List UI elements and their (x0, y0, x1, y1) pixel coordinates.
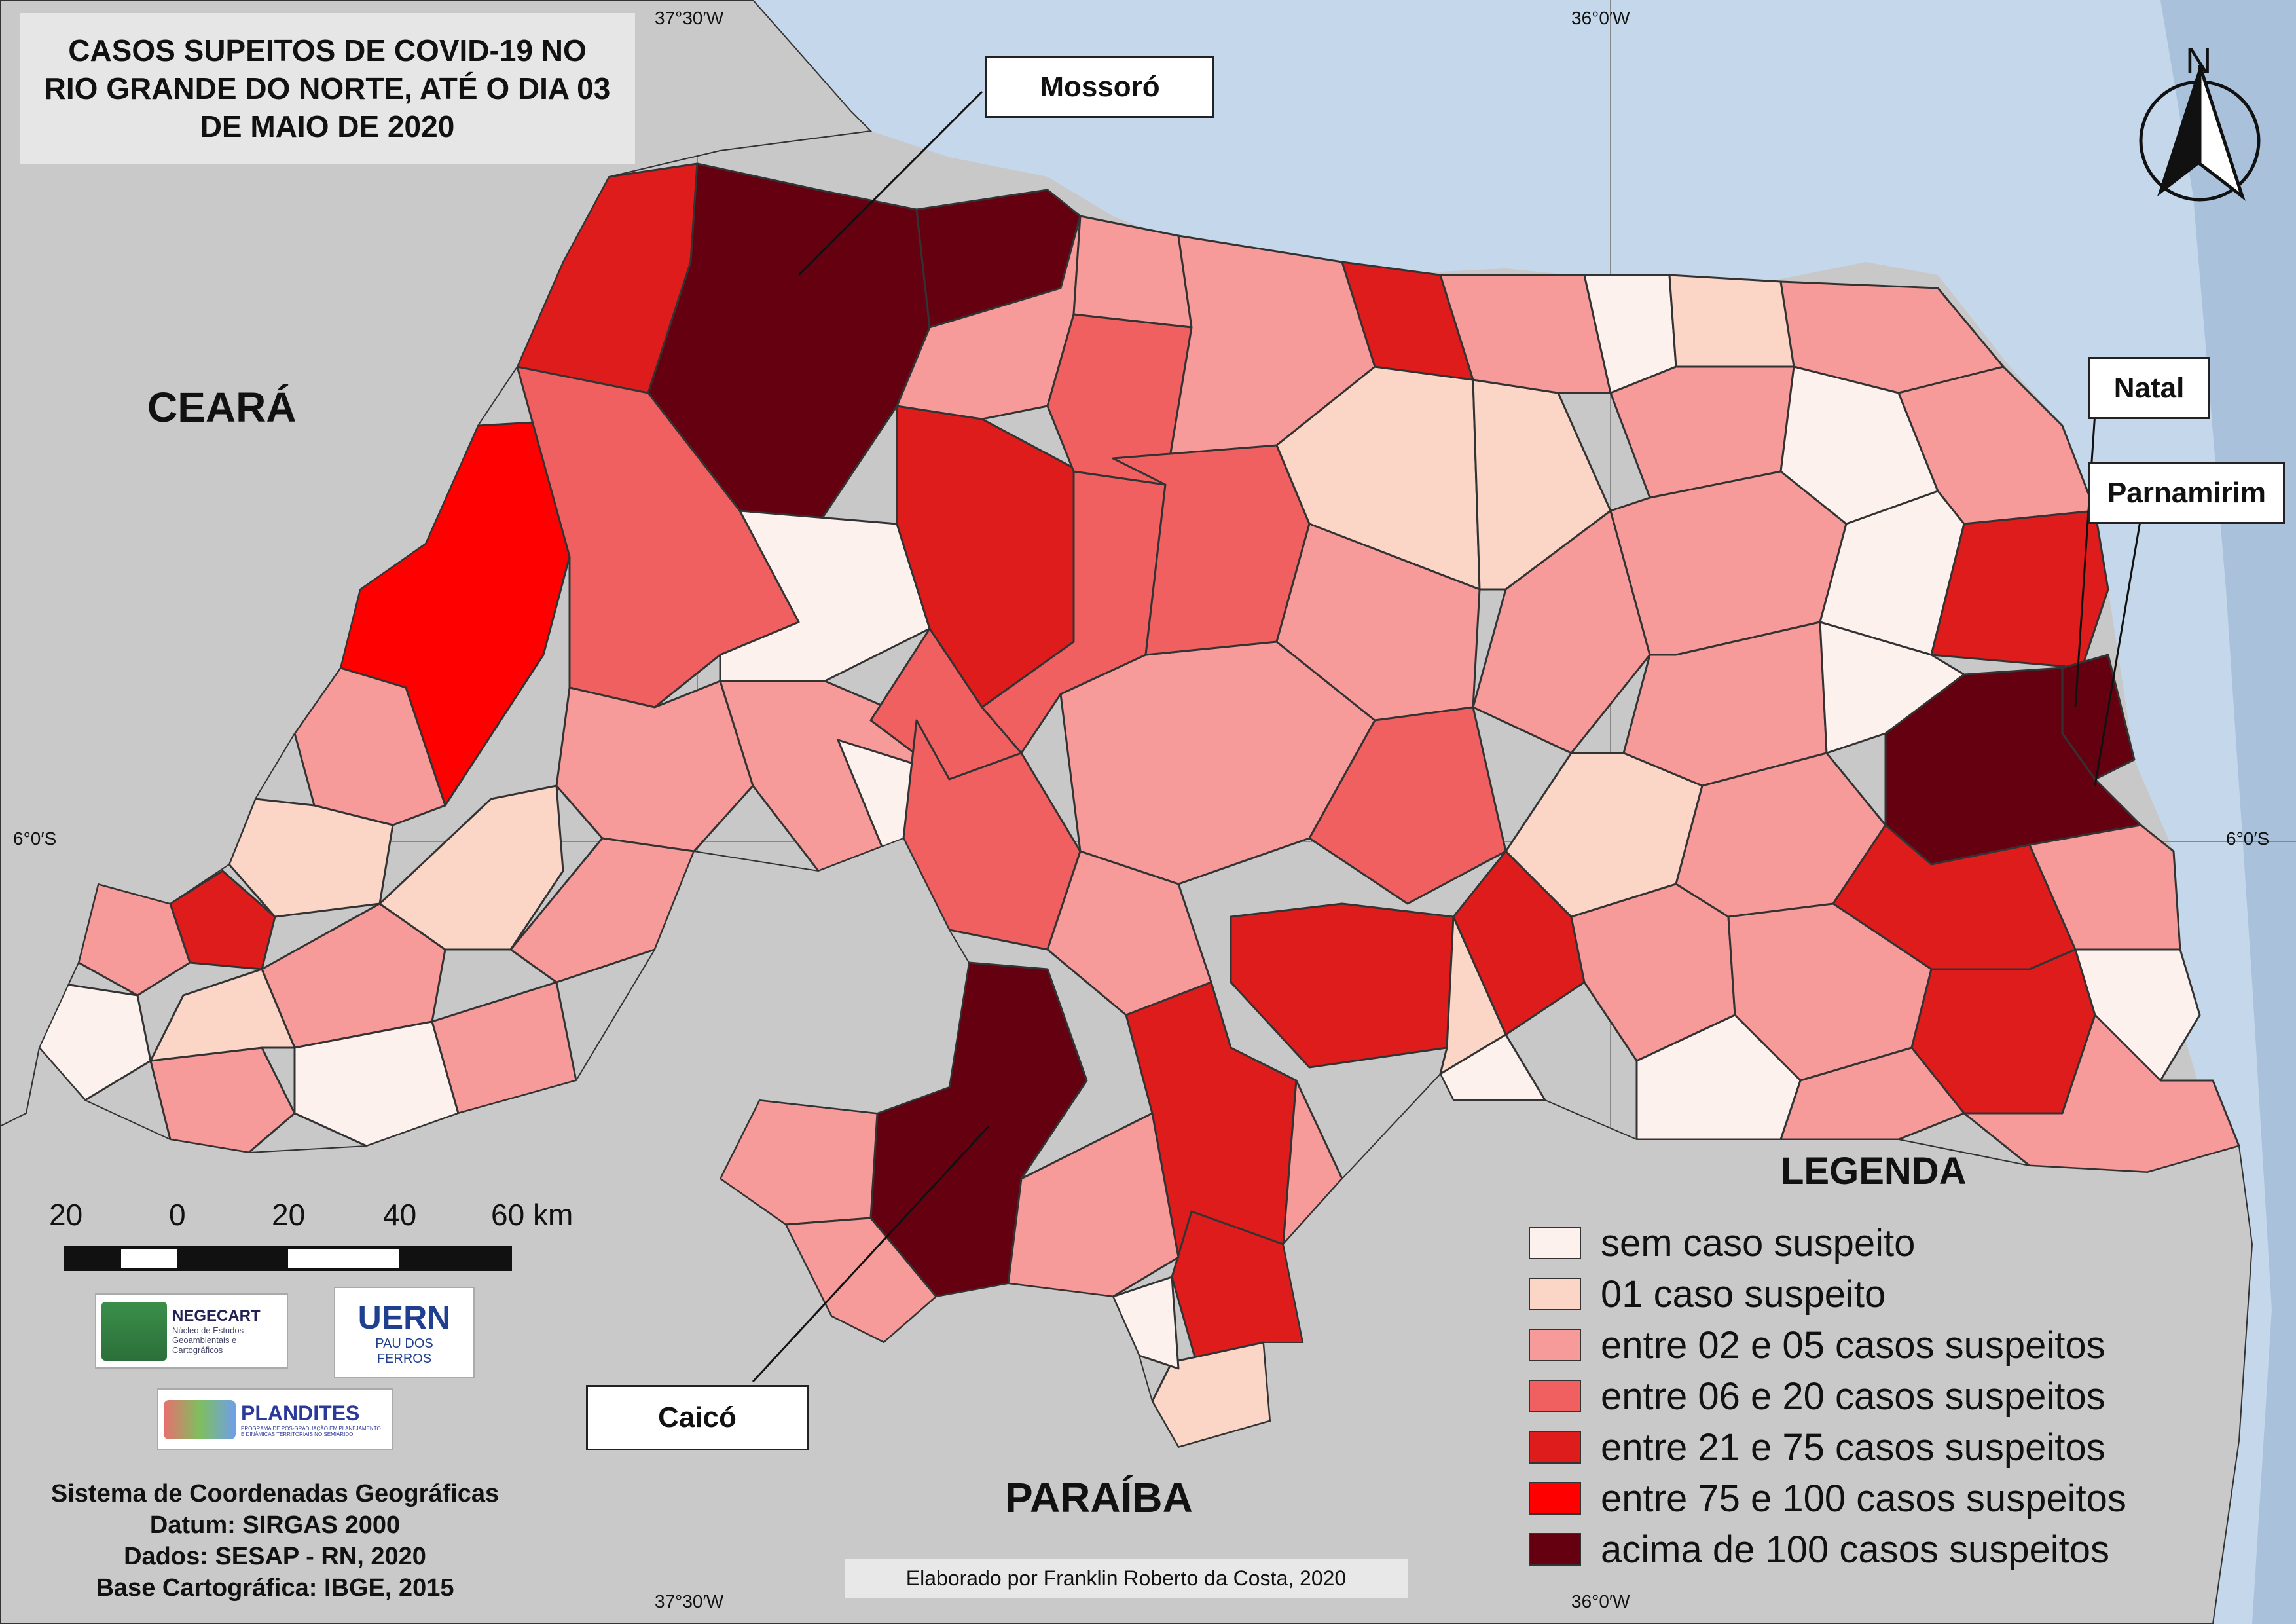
municipality-sw-6 (149, 1046, 296, 1154)
legend-swatch (1529, 1380, 1581, 1412)
municipalities (38, 162, 2240, 1449)
state-label-paraiba: PARAÍBA (1005, 1474, 1193, 1521)
legend-label: acima de 100 casos suspeitos (1601, 1528, 2109, 1571)
plandites-subtitle: PROGRAMA DE PÓS-GRADUAÇÃO EM PLANEJAMENT… (241, 1426, 381, 1437)
legend-label: entre 75 e 100 casos suspeitos (1601, 1477, 2126, 1520)
legend-label: entre 02 e 05 casos suspeitos (1601, 1323, 2105, 1367)
state-label-ceara: CEARÁ (147, 384, 297, 431)
coord-right-lat: 6°0′S (2226, 828, 2270, 849)
legend-item: entre 75 e 100 casos suspeitos (1529, 1477, 2126, 1520)
scale-label-0: 20 (49, 1198, 83, 1232)
title-line-1: CASOS SUPEITOS DE COVID-19 NO (68, 33, 587, 67)
map-title: CASOS SUPEITOS DE COVID-19 NO RIO GRANDE… (20, 13, 635, 164)
meta-coordinate-system: Sistema de Coordenadas Geográficas (50, 1480, 500, 1507)
municipality-east-2 (1668, 274, 1795, 368)
legend-label: 01 caso suspeito (1601, 1272, 1886, 1316)
legend-swatch (1529, 1533, 1581, 1566)
plandites-icon (164, 1399, 236, 1439)
legend-item: entre 02 e 05 casos suspeitos (1529, 1323, 2105, 1367)
municipality-east-9 (1930, 509, 2109, 669)
legend-swatch (1529, 1329, 1581, 1361)
municipality-center-16 (1230, 902, 1455, 1069)
legend-item: entre 06 e 20 casos suspeitos (1529, 1375, 2105, 1418)
negecart-name: NEGECART (172, 1307, 261, 1325)
ocean (753, 0, 2296, 1624)
author-credit: Elaborado por Franklin Roberto da Costa,… (845, 1559, 1408, 1598)
uern-sub-2: FERROS (376, 1352, 432, 1366)
coord-top-right: 36°0′W (1571, 8, 1630, 28)
legend-item: entre 21 e 75 casos suspeitos (1529, 1426, 2105, 1469)
legend-item: sem caso suspeito (1529, 1221, 1916, 1264)
municipality-west-pink-2 (555, 680, 754, 853)
scale-label-4: 60 km (491, 1198, 574, 1232)
legend-swatch (1529, 1482, 1581, 1515)
meta-datum: Datum: SIRGAS 2000 (149, 1511, 401, 1539)
city-label-caico: Caicó (586, 1385, 809, 1450)
scale-label-2: 20 (272, 1198, 306, 1232)
municipality-mossoro (647, 162, 931, 525)
municipality-center-13 (1472, 509, 1651, 754)
city-label-natal: Natal (2088, 357, 2210, 419)
legend-swatch (1529, 1431, 1581, 1464)
negecart-subtitle: Núcleo de Estudos Geoambientais e Cartog… (172, 1325, 244, 1355)
legend-label: entre 06 e 20 casos suspeitos (1601, 1375, 2105, 1418)
scale-label-3: 40 (383, 1198, 417, 1232)
legend-label: entre 21 e 75 casos suspeitos (1601, 1426, 2105, 1469)
municipality-sw-9 (378, 784, 564, 951)
title-line-2: RIO GRANDE DO NORTE, ATÉ O DIA 03 (44, 71, 611, 105)
coord-bottom-left: 37°30′W (655, 1591, 724, 1612)
scale-bar (64, 1246, 512, 1271)
legend-swatch (1529, 1227, 1581, 1259)
coord-left-lat: 6°0′S (13, 828, 57, 849)
meta-data-source: Dados: SESAP - RN, 2020 (124, 1543, 426, 1570)
legend-label: sem caso suspeito (1601, 1221, 1916, 1264)
north-arrow-label: N (2185, 40, 2212, 81)
meta-base-map: Base Cartográfica: IBGE, 2015 (96, 1574, 454, 1602)
ceara-land (0, 0, 873, 1128)
municipality-east-20 (2074, 948, 2201, 1082)
plandites-name: PLANDITES (241, 1401, 360, 1425)
municipality-east-11 (1819, 621, 1965, 754)
legend-title: LEGENDA (1781, 1150, 1967, 1192)
plandites-logo: PLANDITES PROGRAMA DE PÓS-GRADUAÇÃO EM P… (157, 1388, 393, 1450)
uern-name: UERN (357, 1299, 451, 1336)
paraiba-land (0, 837, 2253, 1624)
municipality-center-5 (1046, 313, 1193, 486)
caico-leader (752, 1125, 990, 1383)
municipality-center-2 (902, 719, 1082, 951)
municipality-east-15 (2028, 824, 2181, 951)
legend-item: 01 caso suspeito (1529, 1272, 1886, 1316)
ocean-shelf (2160, 0, 2296, 1624)
city-label-parnamirim: Parnamirim (2088, 462, 2285, 524)
north-arrow (2139, 65, 2261, 202)
scale-label-1: 0 (169, 1198, 186, 1232)
municipality-east-22 (1779, 1046, 1965, 1141)
coord-bottom-right: 36°0′W (1571, 1591, 1630, 1612)
mossoro-leader (797, 90, 983, 276)
municipality-center-12 (1439, 274, 1612, 394)
municipality-center-14 (1308, 706, 1507, 905)
negecart-logo: NEGECART Núcleo de Estudos Geoambientais… (95, 1293, 288, 1369)
coord-top-left: 37°30′W (655, 8, 724, 28)
title-line-3: DE MAIO DE 2020 (200, 109, 455, 143)
uern-logo: UERN PAU DOS FERROS (334, 1287, 475, 1378)
uern-sub-1: PAU DOS (375, 1337, 433, 1351)
parnamirim-leader (2094, 517, 2142, 786)
tree-icon (101, 1301, 167, 1361)
municipality-sw-12 (149, 968, 296, 1062)
legend-swatch (1529, 1278, 1581, 1310)
city-label-mossoro: Mossoró (985, 56, 1214, 118)
municipality-south-3 (1007, 1112, 1180, 1298)
legend-item: acima de 100 casos suspeitos (1529, 1528, 2109, 1571)
